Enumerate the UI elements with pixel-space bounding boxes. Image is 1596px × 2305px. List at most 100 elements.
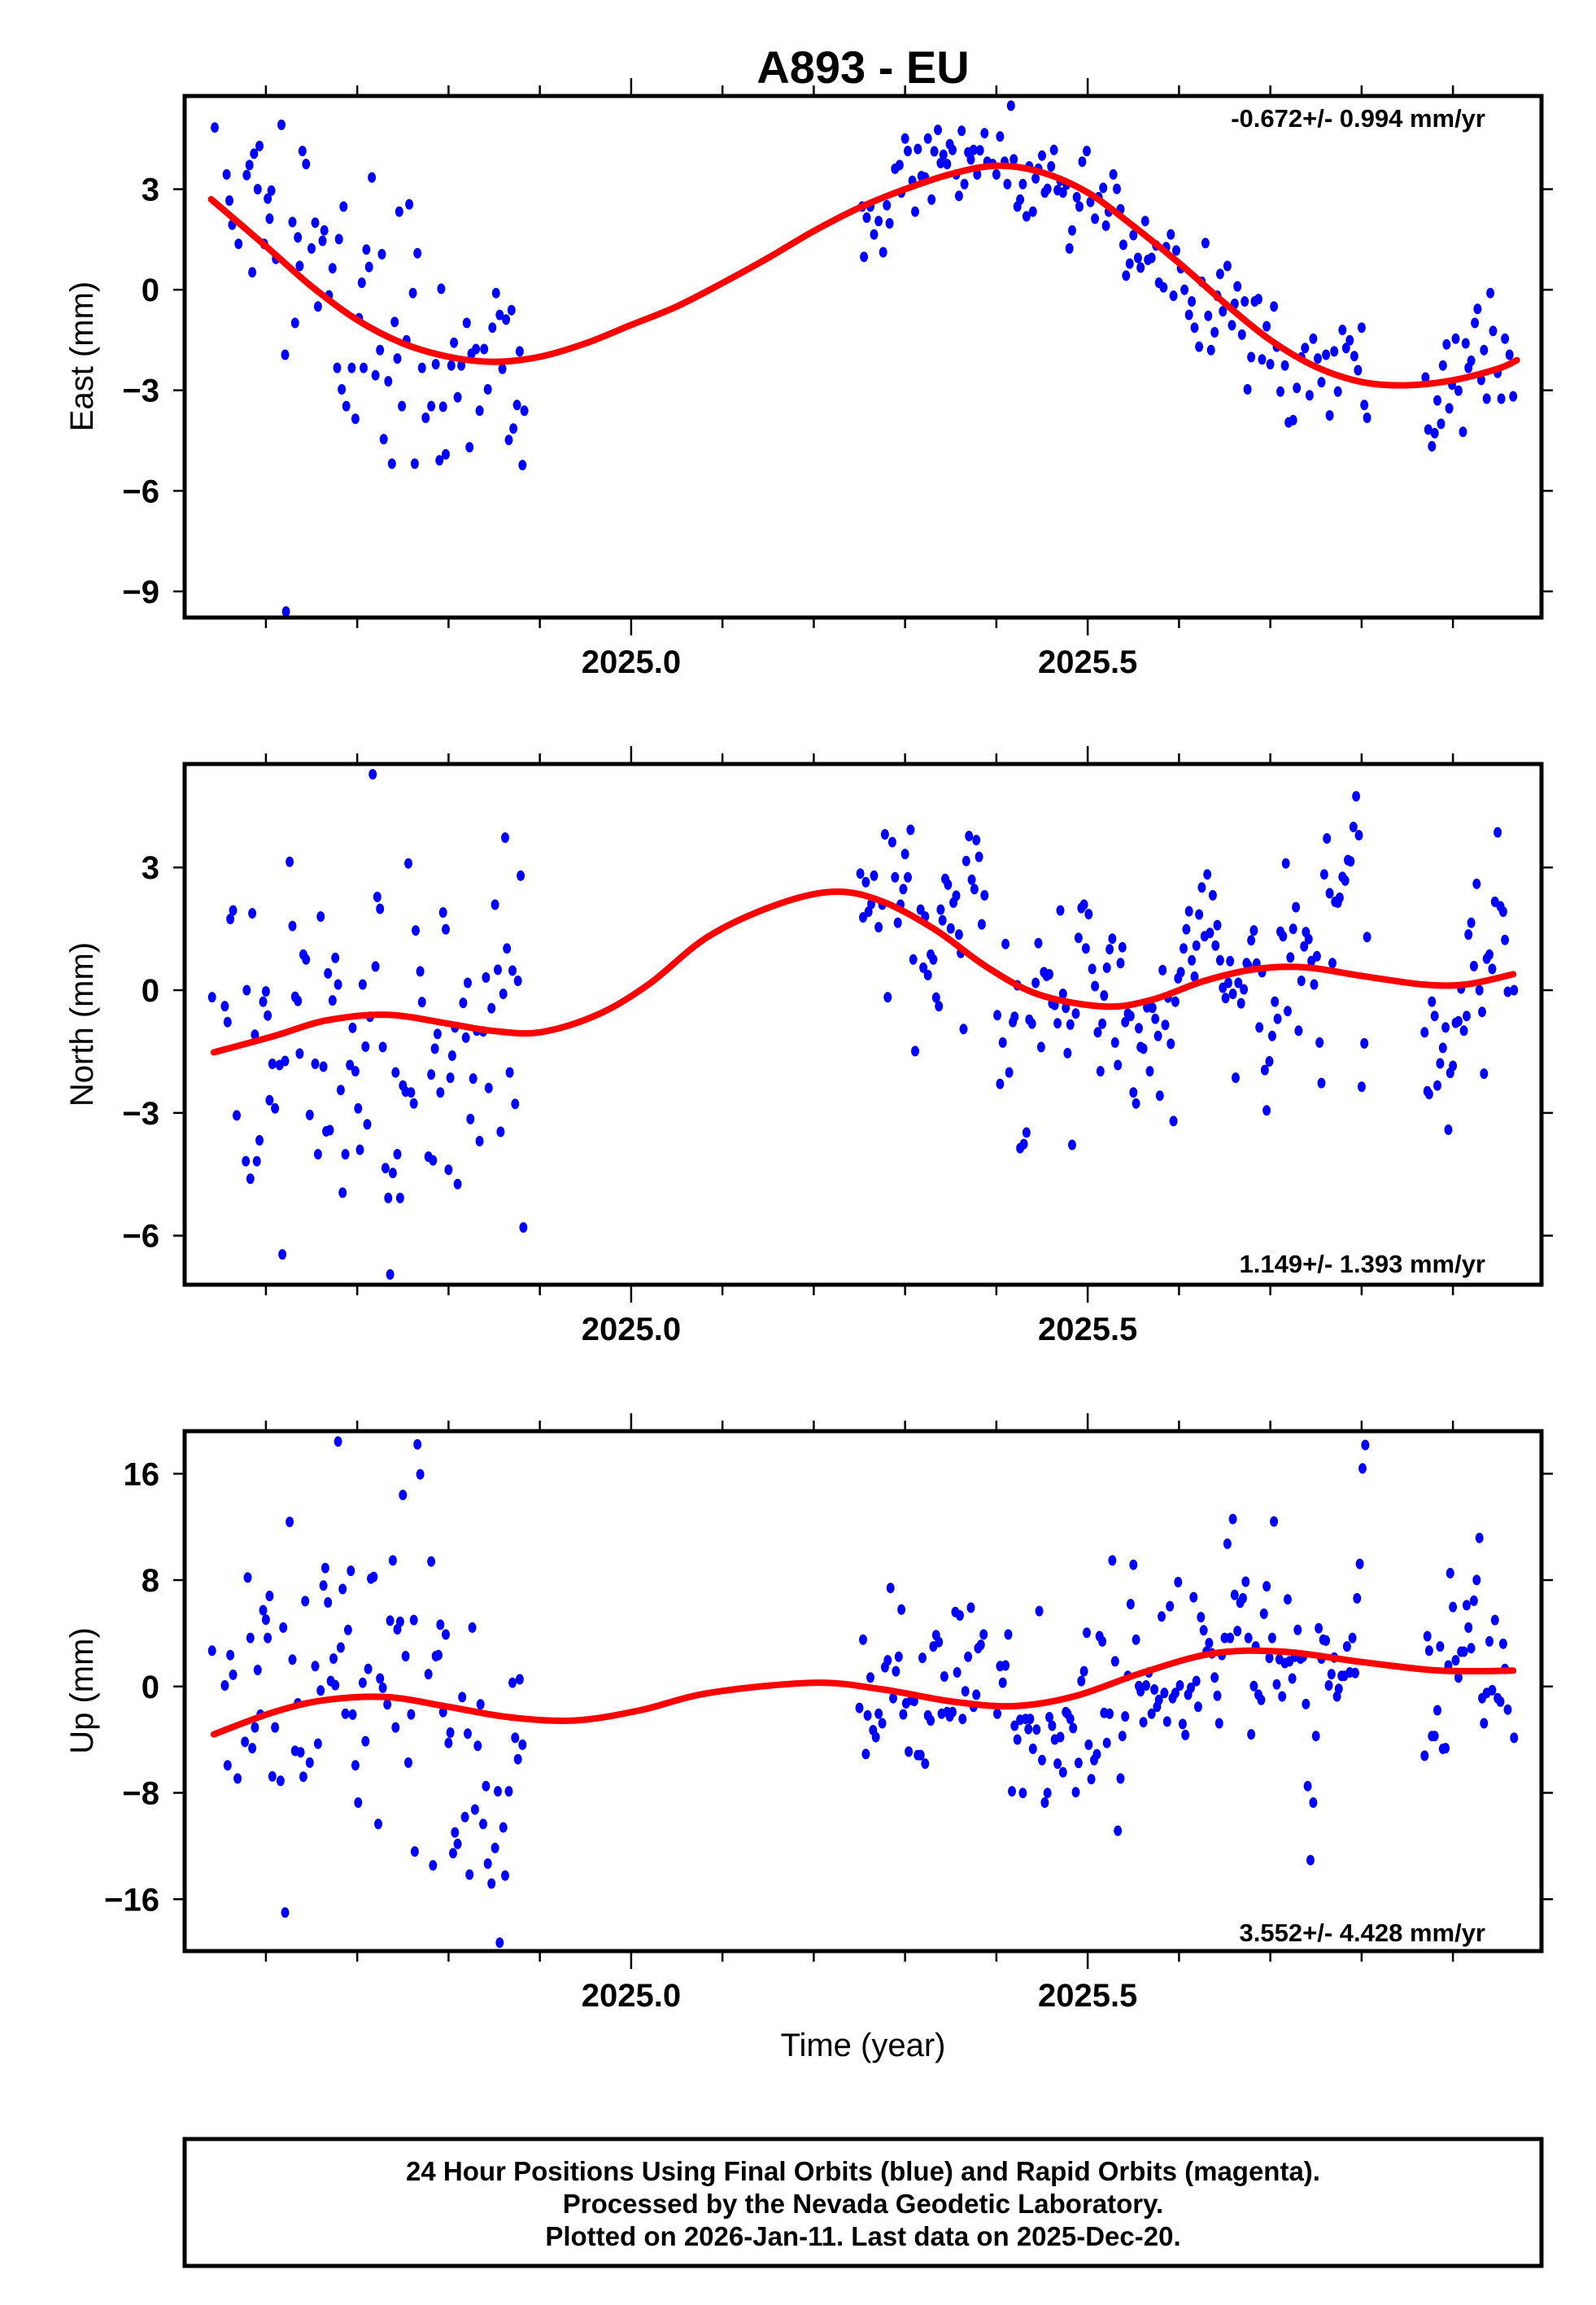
data-point bbox=[965, 831, 974, 841]
data-point bbox=[1043, 1788, 1052, 1799]
data-point bbox=[1244, 1632, 1253, 1644]
data-point bbox=[1363, 413, 1371, 423]
data-point bbox=[1265, 1652, 1274, 1664]
data-point bbox=[482, 1780, 491, 1792]
data-point bbox=[862, 212, 871, 223]
x-axis-label: Time (year) bbox=[781, 2028, 946, 2063]
data-point bbox=[1028, 206, 1037, 217]
data-point bbox=[966, 154, 975, 165]
data-point bbox=[1121, 1016, 1130, 1028]
data-point bbox=[476, 1699, 485, 1710]
data-point bbox=[1463, 1600, 1471, 1611]
data-point bbox=[518, 1739, 527, 1750]
data-point bbox=[253, 1665, 262, 1675]
data-point bbox=[1093, 1027, 1102, 1038]
data-point bbox=[334, 234, 343, 245]
data-point bbox=[1088, 963, 1097, 975]
data-point bbox=[509, 423, 518, 434]
data-point bbox=[1028, 1743, 1037, 1754]
data-point bbox=[1509, 391, 1518, 402]
data-point bbox=[220, 1680, 229, 1691]
data-point bbox=[1510, 984, 1519, 996]
data-point bbox=[1254, 294, 1262, 305]
data-point bbox=[993, 1708, 1001, 1719]
data-point bbox=[914, 143, 922, 155]
data-point bbox=[952, 890, 961, 901]
data-point bbox=[1045, 968, 1053, 980]
data-point bbox=[390, 317, 399, 328]
data-point bbox=[1428, 441, 1437, 452]
data-point bbox=[1258, 354, 1267, 365]
data-point bbox=[444, 1164, 453, 1176]
data-point bbox=[286, 856, 294, 867]
data-point bbox=[1078, 156, 1087, 168]
data-point bbox=[1262, 321, 1271, 332]
data-point bbox=[1098, 1018, 1107, 1029]
data-point bbox=[1215, 954, 1224, 966]
data-point bbox=[1438, 360, 1447, 371]
x-tick-label: 2025.5 bbox=[1038, 1978, 1137, 2014]
data-point bbox=[1091, 213, 1100, 225]
data-point bbox=[362, 244, 371, 255]
data-point bbox=[1421, 372, 1430, 383]
data-point bbox=[1228, 320, 1236, 331]
data-point bbox=[956, 1610, 964, 1621]
data-point bbox=[1180, 943, 1188, 954]
footer-box: 24 Hour Positions Using Final Orbits (bl… bbox=[182, 2137, 1544, 2268]
data-point bbox=[1024, 1723, 1033, 1735]
data-point bbox=[431, 359, 440, 370]
data-point bbox=[856, 868, 865, 880]
data-point bbox=[468, 1622, 477, 1633]
data-point bbox=[1486, 287, 1495, 299]
data-point bbox=[1195, 341, 1204, 352]
data-point bbox=[464, 1728, 472, 1740]
data-point bbox=[863, 1709, 872, 1721]
y-tick-label: 3 bbox=[142, 172, 159, 208]
data-point bbox=[996, 131, 1005, 142]
data-point bbox=[1424, 1645, 1433, 1657]
data-point bbox=[1224, 977, 1232, 989]
data-point bbox=[1292, 901, 1301, 913]
data-point bbox=[498, 363, 507, 374]
data-point bbox=[1286, 952, 1295, 963]
data-point bbox=[906, 824, 915, 836]
data-point bbox=[1454, 1015, 1463, 1027]
data-point bbox=[1188, 954, 1197, 966]
data-point bbox=[1430, 1011, 1439, 1022]
data-point bbox=[376, 903, 385, 915]
data-point bbox=[1081, 943, 1090, 954]
data-point bbox=[513, 1753, 522, 1765]
data-point bbox=[457, 360, 466, 371]
data-point bbox=[1489, 325, 1498, 337]
data-point bbox=[892, 1665, 900, 1677]
north-panel: North (mm) 1.149+/- 1.393 mm/yr 2025.0 20… bbox=[64, 746, 1553, 1347]
data-point bbox=[1488, 963, 1497, 975]
data-point bbox=[1273, 1013, 1282, 1024]
data-point bbox=[450, 337, 459, 348]
data-point bbox=[1305, 390, 1314, 401]
data-point bbox=[229, 905, 238, 916]
data-point bbox=[861, 876, 870, 888]
data-point bbox=[1482, 393, 1491, 404]
data-point bbox=[1043, 183, 1052, 194]
data-point bbox=[278, 1249, 287, 1260]
data-point bbox=[1475, 1532, 1484, 1543]
up-panel: Up (mm) 3.552+/- 4.428 mm/yr 2025.0 2025.… bbox=[64, 1413, 1553, 2014]
data-point bbox=[1478, 1006, 1486, 1018]
data-point bbox=[408, 287, 417, 299]
data-point bbox=[294, 995, 303, 1006]
data-point bbox=[1247, 1729, 1256, 1740]
data-point bbox=[1346, 856, 1355, 867]
data-point bbox=[1197, 1612, 1206, 1623]
data-point bbox=[1001, 1660, 1010, 1671]
y-tick-label: 8 bbox=[142, 1563, 159, 1599]
data-point bbox=[501, 1870, 509, 1881]
east-panel: East (mm) -0.672+/- 0.994 mm/yr 2025.0 20… bbox=[64, 78, 1553, 680]
data-point bbox=[897, 1604, 906, 1615]
data-point bbox=[504, 1786, 513, 1797]
data-point bbox=[348, 1709, 357, 1720]
data-point bbox=[261, 1614, 270, 1626]
data-point bbox=[1184, 309, 1193, 321]
data-point bbox=[427, 1069, 436, 1080]
data-point bbox=[268, 1059, 277, 1069]
